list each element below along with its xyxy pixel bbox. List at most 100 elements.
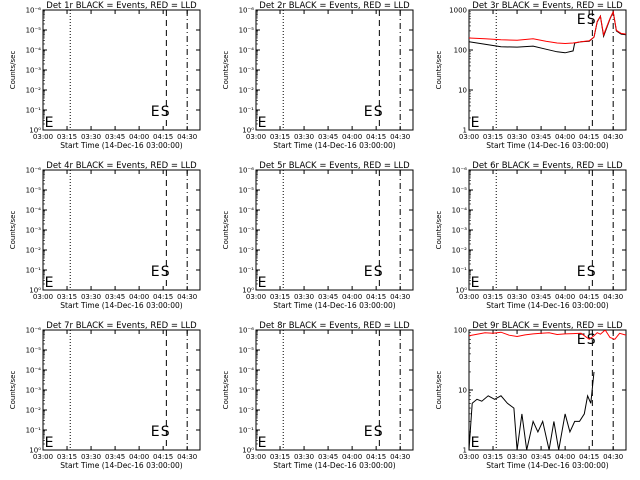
x-tick-label: 03:00 [459,293,479,301]
y-tick-label: 10⁻⁴ [26,367,42,375]
y-tick-label: 10⁰ [242,287,254,295]
marker-e: E [471,275,480,291]
y-tick-label: 10⁻¹ [26,427,42,435]
marker-e: E [45,435,54,451]
y-tick-label: 10⁻³ [452,227,468,235]
x-tick-label: 03:30 [81,293,101,301]
y-tick-label: 10⁻¹ [239,427,255,435]
y-tick-label: 100 [454,327,467,335]
y-axis-label: Counts/sec [435,211,443,250]
marker-s: S [374,104,383,120]
marker-s: S [587,12,596,28]
plot-frame [42,9,201,131]
y-tick-label: 1 [463,127,467,135]
panel-title: Det 5r BLACK = Events, RED = LLD [259,161,410,171]
x-tick-label: 03:30 [507,133,527,141]
x-tick-label: 04:30 [177,453,197,461]
panel-title: Det 1r BLACK = Events, RED = LLD [46,1,197,11]
x-tick-label: 03:30 [507,293,527,301]
y-axis-label: Counts/sec [222,51,230,90]
marker-e-end: E [364,104,373,120]
y-tick-label: 100 [454,47,467,55]
x-tick-label: 04:30 [603,293,623,301]
x-tick-label: 03:15 [57,133,77,141]
x-tick-label: 03:45 [105,453,125,461]
y-tick-label: 10⁻⁵ [452,187,468,195]
x-tick-label: 04:15 [153,133,173,141]
marker-e: E [45,275,54,291]
y-tick-label: 10⁰ [29,127,41,135]
x-tick-label: 04:15 [153,293,173,301]
x-tick-label: 04:15 [366,453,386,461]
x-tick-label: 03:45 [531,133,551,141]
x-tick-label: 03:15 [270,453,290,461]
panel-det-8: Det 8r BLACK = Events, RED = LLD 10⁰ 10⁻¹ 1… [222,321,414,470]
marker-e: E [45,115,54,131]
y-tick-label: 10⁻⁵ [239,187,255,195]
marker-e: E [258,115,267,131]
y-tick-label: 10 [458,87,467,95]
x-axis-label: Start Time (14-Dec-16 03:00:00) [273,301,395,310]
x-tick-label: 04:00 [555,133,575,141]
marker-e-end: E [151,424,160,440]
x-tick-label: 03:15 [57,293,77,301]
marker-s: S [587,264,596,280]
plot-frame [255,169,414,291]
x-tick-label: 04:00 [342,293,362,301]
y-axis-label: Counts/sec [9,51,17,90]
x-tick-label: 03:45 [531,293,551,301]
y-tick-label: 10⁻³ [239,387,255,395]
plot-frame [42,169,201,291]
x-tick-label: 03:45 [105,133,125,141]
y-axis-label: Counts/sec [222,211,230,250]
x-tick-label: 04:15 [579,293,599,301]
x-tick-label: 03:45 [318,133,338,141]
y-tick-label: 10⁰ [455,287,467,295]
y-tick-label: 10⁻¹ [239,107,255,115]
x-tick-label: 03:30 [294,453,314,461]
x-tick-label: 03:00 [246,453,266,461]
y-tick-label: 10⁻² [26,407,42,415]
x-tick-label: 04:00 [129,293,149,301]
plot-frame [468,169,627,291]
events-series [469,371,595,450]
x-tick-label: 04:15 [366,133,386,141]
x-axis-label: Start Time (14-Dec-16 03:00:00) [486,141,608,150]
panel-title: Det 9r BLACK = Events, RED = LLD [472,321,623,331]
y-axis-label: Counts/sec [9,211,17,250]
x-tick-label: 03:00 [459,133,479,141]
panel-det-4: Det 4r BLACK = Events, RED = LLD 10⁰ 10⁻¹ 1… [9,161,201,310]
x-tick-label: 04:30 [603,453,623,461]
marker-e-end: E [364,264,373,280]
x-axis-label: Start Time (14-Dec-16 03:00:00) [273,141,395,150]
y-tick-label: 10⁻⁶ [452,167,468,175]
x-tick-label: 03:00 [33,293,53,301]
panel-title: Det 3r BLACK = Events, RED = LLD [472,1,623,11]
marker-e-end: E [577,332,586,348]
y-tick-label: 10⁻⁵ [239,347,255,355]
panel-det-6: Det 6r BLACK = Events, RED = LLD 10⁰ 10⁻¹ 1… [435,161,627,310]
panel-det-3: Det 3r BLACK = Events, RED = LLD 1 10 100 10… [435,1,627,150]
x-tick-label: 03:30 [507,453,527,461]
x-tick-label: 03:30 [294,133,314,141]
x-tick-label: 04:15 [366,293,386,301]
x-axis-label: Start Time (14-Dec-16 03:00:00) [486,461,608,470]
y-tick-label: 10⁰ [29,287,41,295]
x-tick-label: 03:15 [483,293,503,301]
y-tick-label: 10⁻⁴ [239,367,255,375]
y-tick-label: 10⁻³ [239,67,255,75]
y-tick-label: 10⁻⁴ [26,207,42,215]
x-tick-label: 03:15 [483,453,503,461]
y-tick-label: 1000 [449,7,467,15]
plot-frame [468,329,627,451]
marker-e-end: E [577,12,586,28]
events-series [469,10,626,54]
y-tick-label: 10⁻¹ [452,267,468,275]
y-tick-label: 10⁻⁵ [26,27,42,35]
y-tick-label: 10⁻² [239,87,255,95]
marker-e: E [471,115,480,131]
x-tick-label: 04:30 [177,133,197,141]
marker-s: S [161,264,170,280]
y-tick-label: 10⁻⁴ [26,47,42,55]
x-tick-label: 03:45 [531,453,551,461]
